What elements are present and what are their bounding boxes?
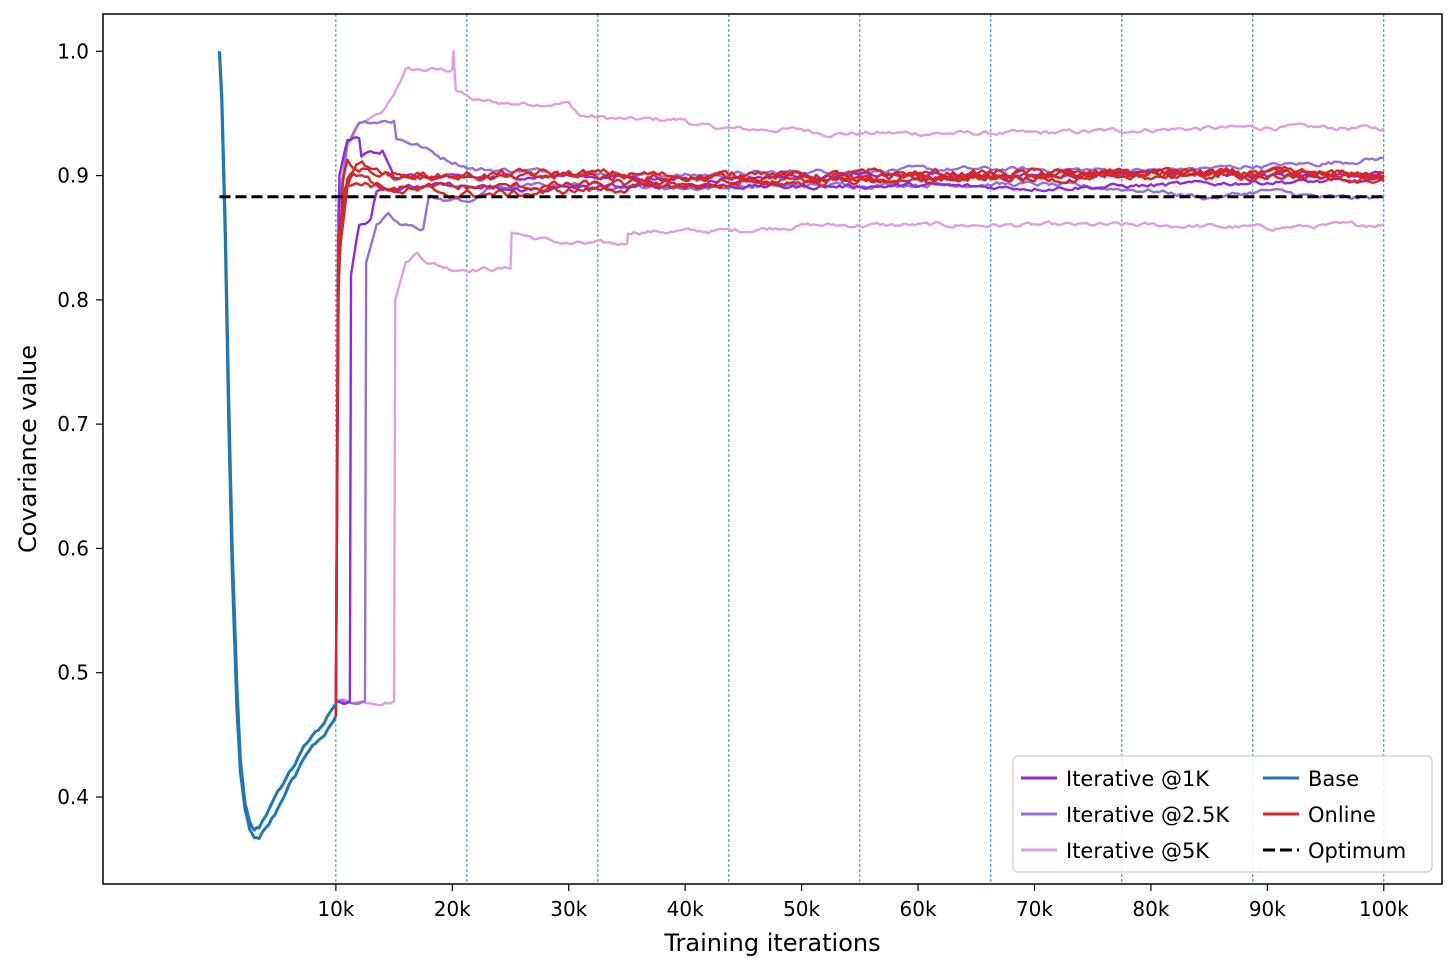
y-axis-ticks: 0.4 0.5 0.6 0.7 0.8 0.9 1.0 [57, 39, 103, 809]
x-tick-label-8: 90k [1249, 897, 1286, 921]
y-axis-label: Covariance value [14, 345, 42, 553]
series-iterative-2-5k-line-2 [334, 119, 1385, 698]
legend-box [1012, 755, 1433, 873]
x-axis-label: Training iterations [663, 929, 880, 957]
series-layer [217, 50, 1385, 841]
y-tick-label-0: 0.4 [57, 785, 89, 809]
legend-label-iterative-5k: Iterative @5K [1066, 839, 1210, 863]
x-tick-label-6: 70k [1016, 897, 1053, 921]
legend-label-base: Base [1308, 767, 1359, 791]
x-axis-ticks: 10k 20k 30k 40k 50k 60k 70k 80k 90k 100k [317, 884, 1409, 921]
series-iterative-1k-line-5 [335, 176, 1385, 706]
y-tick-label-1: 0.5 [57, 661, 89, 685]
plot-frame [102, 13, 1443, 885]
series-base-line-10 [217, 51, 338, 841]
vertical-reference-lines [335, 14, 1385, 884]
x-tick-label-2: 30k [550, 897, 587, 921]
legend-label-optimum: Optimum [1308, 839, 1406, 863]
x-tick-label-3: 40k [667, 897, 704, 921]
x-tick-label-4: 50k [783, 897, 820, 921]
series-online-line-9 [334, 168, 1385, 717]
legend-label-online: Online [1308, 803, 1376, 827]
legend-label-iterative-1k: Iterative @1K [1066, 767, 1210, 791]
x-tick-label-7: 80k [1132, 897, 1169, 921]
y-tick-label-4: 0.8 [57, 288, 89, 312]
series-online-line-8 [334, 160, 1385, 717]
series-iterative-5k-line-1 [335, 220, 1385, 707]
y-tick-label-6: 1.0 [57, 39, 89, 63]
x-tick-label-9: 100k [1359, 897, 1409, 921]
y-tick-label-3: 0.7 [57, 412, 89, 436]
x-tick-label-5: 60k [900, 897, 937, 921]
legend-label-iterative-2-5k: Iterative @2.5K [1066, 803, 1230, 827]
y-tick-label-2: 0.6 [57, 536, 89, 560]
series-iterative-5k-line-0 [334, 50, 1385, 698]
x-tick-label-1: 20k [434, 897, 471, 921]
x-tick-label-0: 10k [317, 897, 354, 921]
y-tick-label-5: 0.9 [57, 164, 89, 188]
legend: Iterative @1K Iterative @2.5K Iterative @5… [1012, 755, 1433, 873]
series-base-line-11 [217, 51, 338, 832]
